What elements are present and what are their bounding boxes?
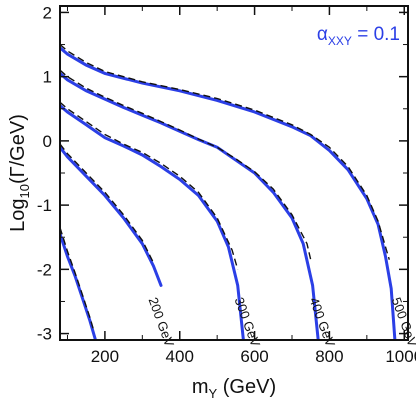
y-tick-label: -2 — [37, 260, 52, 279]
series-dashed-line — [60, 69, 312, 260]
y-tick-label: 1 — [43, 68, 52, 87]
series-solid-line — [60, 145, 163, 287]
series-solid-line — [60, 71, 320, 340]
series-dashed-line — [60, 227, 95, 331]
x-tick-label: 800 — [315, 347, 343, 366]
series-solid-line — [60, 232, 97, 340]
axes: 200 400 600 800 1000 -3 -2 -1 0 1 2 mY (GeV) Log10(Γ… — [7, 3, 416, 401]
coupling-annotation: αXXY = 0.1 — [317, 24, 400, 48]
series-solid-line — [60, 46, 397, 340]
plot-frame — [59, 5, 409, 341]
x-tick-label: 400 — [166, 347, 194, 366]
series-dashed-line — [60, 43, 390, 260]
y-tick-label: 0 — [43, 132, 52, 151]
x-tick-label: 1000 — [385, 347, 416, 366]
x-tick-label: 600 — [240, 347, 268, 366]
y-tick-label: -3 — [37, 325, 52, 344]
series-solid-line — [60, 104, 245, 340]
y-axis-title: Log10(Γ/GeV) — [7, 114, 32, 232]
x-axis-title: mY (GeV) — [192, 376, 276, 401]
series-dashed-line — [60, 143, 155, 264]
x-tick-label: 200 — [91, 347, 119, 366]
y-tick-label: -1 — [37, 196, 52, 215]
y-tick-label: 2 — [43, 3, 52, 22]
series-dashed-line — [60, 101, 239, 270]
curves — [60, 43, 397, 340]
